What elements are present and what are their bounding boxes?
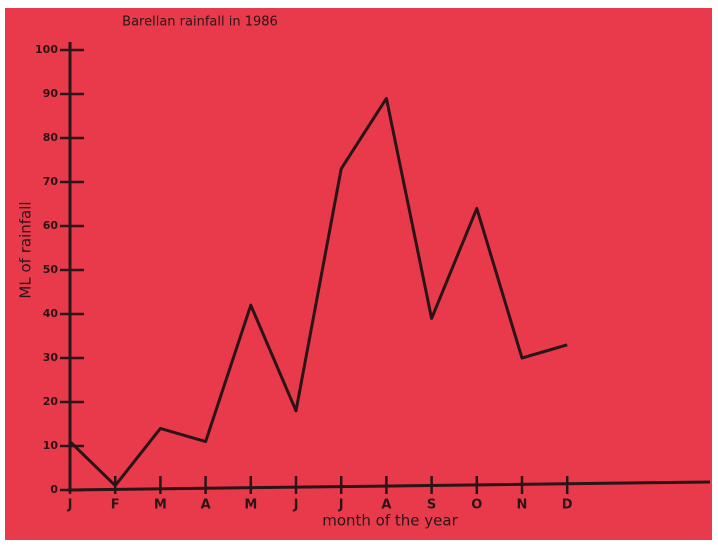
y-tick-label: 70 [43,175,59,188]
y-tick-label: 50 [43,263,59,276]
y-tick-label: 80 [43,131,59,144]
paper [5,8,712,540]
chart-title: Barellan rainfall in 1986 [122,15,278,30]
y-tick-label: 100 [35,43,58,56]
x-tick-label: J [293,498,299,513]
x-tick-label: D [562,498,573,513]
x-tick-label: A [381,498,391,513]
x-tick-label: M [244,498,257,513]
x-tick-label: F [111,498,120,513]
y-tick-label: 90 [43,87,59,100]
y-tick-label: 60 [43,219,59,232]
x-tick-label: N [517,498,528,513]
y-axis-label: ML of rainfall [17,201,35,298]
x-tick-label: M [154,498,167,513]
x-tick-label: O [471,498,482,513]
data-line [68,96,568,488]
x-tick-label: S [427,498,436,513]
x-tick-label: A [201,498,211,513]
x-axis-label: month of the year [322,512,458,530]
y-tick-label: 40 [43,307,59,320]
x-axis [67,480,711,492]
y-tick-label: 30 [43,351,59,364]
y-tick-label: 0 [50,483,58,496]
x-tick-label: J [67,498,73,513]
y-tick-label: 10 [43,439,59,452]
x-tick-label: J [338,498,344,513]
y-tick-label: 20 [43,395,59,408]
